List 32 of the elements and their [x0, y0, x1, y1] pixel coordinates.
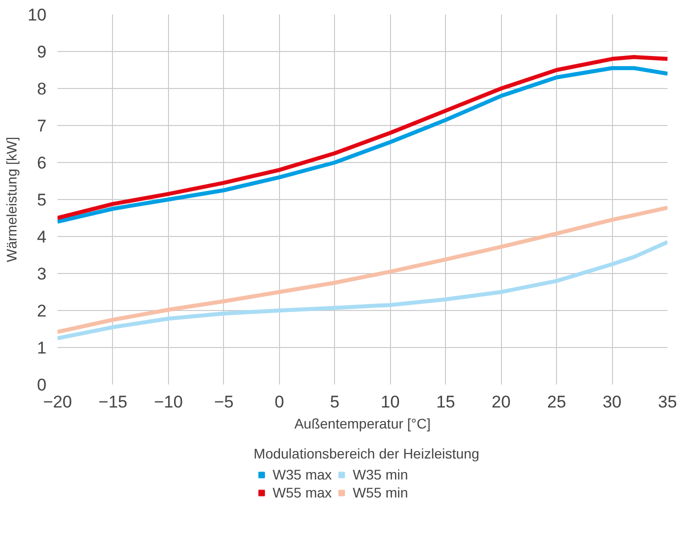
y-tick-label: 8 [37, 80, 47, 98]
y-tick-label: 6 [37, 154, 47, 172]
line-series [58, 206, 668, 334]
x-tick-label: −15 [98, 392, 128, 412]
x-tick-label: 30 [602, 392, 622, 412]
y-tick-label: 10 [28, 6, 47, 24]
y-tick-label: 3 [37, 264, 47, 284]
legend-title: Modulationsbereich der Heizleistung [254, 446, 480, 462]
y-tick-label: 7 [37, 116, 47, 136]
x-tick-label: 25 [547, 392, 566, 412]
y-tick-label: 4 [37, 228, 47, 246]
y-tick-label: 1 [37, 338, 47, 358]
x-tick-label: −5 [214, 392, 234, 412]
x-axis-title: Außentemperatur [°C] [294, 416, 431, 432]
x-tick-label: 5 [330, 392, 340, 412]
x-tick-label: −10 [154, 392, 183, 412]
y-tick-label: 9 [37, 42, 47, 62]
legend-label: W55 min [352, 484, 408, 500]
legend-label: W35 min [352, 466, 408, 482]
x-tick-label: 20 [492, 392, 511, 412]
x-tick-label: 0 [274, 392, 284, 412]
x-tick-label: 15 [436, 392, 456, 412]
line-series [58, 240, 668, 340]
legend-label: W55 max [272, 484, 332, 500]
x-tick-label: 10 [380, 392, 400, 412]
y-tick-label: 2 [37, 302, 47, 320]
y-tick-label: 5 [37, 190, 47, 210]
y-tick-label: 0 [37, 376, 47, 394]
x-tick-label: 35 [658, 392, 677, 412]
legend-label: W35 max [272, 466, 332, 482]
x-tick-label: −20 [43, 392, 72, 412]
y-axis-title: Wärmeleistung [kW] [4, 136, 20, 262]
